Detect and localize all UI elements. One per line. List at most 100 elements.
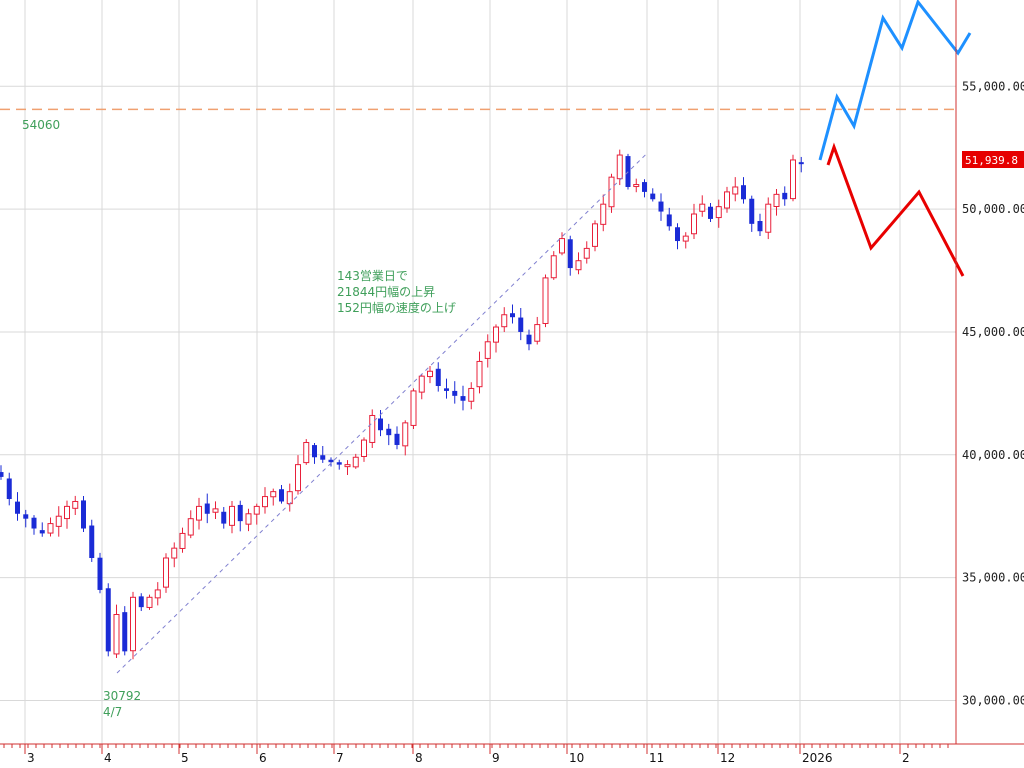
candle-body-up xyxy=(790,159,796,200)
low-value-label: 30792 xyxy=(103,689,141,703)
candle-body-up xyxy=(616,154,623,180)
candle-body-up xyxy=(427,370,433,378)
candle-body-down xyxy=(510,313,515,318)
candle-body-down xyxy=(138,596,144,608)
candle-body-up xyxy=(699,203,706,212)
candle-body-up xyxy=(352,456,359,468)
candle-body-down xyxy=(460,396,466,401)
candle-body-up xyxy=(484,341,491,359)
candle-body-down xyxy=(81,500,86,529)
overlays xyxy=(0,0,972,674)
candle-body-down xyxy=(749,198,755,224)
candle-body-down xyxy=(650,193,656,200)
candle-body-up xyxy=(773,193,780,207)
candle-body-down xyxy=(221,511,227,524)
x-tick-label: 10 xyxy=(569,751,584,765)
x-tick-label: 2 xyxy=(902,751,910,765)
candle-body-up xyxy=(187,518,194,536)
candle-body-down xyxy=(97,557,103,590)
candle-body-down xyxy=(237,504,243,522)
candle-body-up xyxy=(550,255,557,279)
candle-body-down xyxy=(757,221,763,232)
x-tick-label: 3 xyxy=(27,751,35,765)
candle-body-up xyxy=(229,505,235,526)
candle-body-up xyxy=(295,464,301,492)
candle-body-up xyxy=(253,505,260,515)
candle-body-up xyxy=(468,387,475,402)
candle-body-down xyxy=(15,501,20,514)
candle-body-up xyxy=(262,496,268,508)
candle-body-down xyxy=(666,214,672,227)
candle-body-up xyxy=(600,203,607,225)
candle-body-down xyxy=(23,514,29,519)
x-tick-label: 11 xyxy=(649,751,664,765)
x-tick-label: 6 xyxy=(259,751,267,765)
candle-body-up xyxy=(47,523,54,534)
candle-body-up xyxy=(286,491,293,505)
y-tick-label: 50,000.00 xyxy=(962,202,1024,216)
candle-body-up xyxy=(732,186,739,195)
candle-body-up xyxy=(72,500,79,509)
candle-body-up xyxy=(179,532,186,549)
candle-body-up xyxy=(410,390,417,426)
y-tick-label: 55,000.00 xyxy=(962,79,1024,93)
candle-body-down xyxy=(312,445,317,458)
trend-line xyxy=(116,153,647,674)
candle-body-up xyxy=(476,360,483,388)
candle-body-down xyxy=(320,455,326,460)
candle-body-up xyxy=(163,557,169,588)
candle-body-up xyxy=(575,260,582,271)
candle-body-up xyxy=(270,491,277,498)
candle-body-down xyxy=(567,239,573,269)
candle-body-down xyxy=(328,459,334,463)
x-tick-label: 8 xyxy=(415,751,423,765)
candle-body-down xyxy=(452,390,458,396)
candle-body-up xyxy=(402,422,409,447)
bear-scenario-line xyxy=(826,142,965,277)
y-tick-label: 30,000.00 xyxy=(962,694,1024,708)
candle-body-up xyxy=(583,247,590,259)
candle-body-down xyxy=(518,317,524,332)
note-line-2: 21844円幅の上昇 xyxy=(337,284,435,299)
grid xyxy=(0,0,956,744)
note-line-3: 152円幅の速度の上げ xyxy=(337,300,456,315)
candle-body-down xyxy=(6,478,12,500)
candle-body-down xyxy=(279,489,284,502)
candle-body-up xyxy=(344,464,351,468)
candle-body-up xyxy=(682,235,689,242)
candle-body-up xyxy=(146,596,153,608)
candle-body-down xyxy=(378,418,383,431)
candle-body-up xyxy=(715,206,722,219)
candle-body-up xyxy=(534,324,541,342)
candle-body-up xyxy=(633,184,640,188)
candle-body-up xyxy=(303,442,310,464)
candle-body-up xyxy=(542,277,549,324)
candle-body-down xyxy=(386,428,392,436)
x-axis-labels: 3 4 5 6 7 8 9 10 11 12 2026 2 xyxy=(27,751,910,765)
reference-value-label: 54060 xyxy=(22,118,60,132)
candle-body-down xyxy=(526,334,532,345)
candle-body-up xyxy=(361,439,367,457)
candle-body-down xyxy=(435,368,441,387)
current-price-tag: 51,939.8 xyxy=(962,151,1024,168)
x-tick-label: 4 xyxy=(104,751,112,765)
candle-body-down xyxy=(105,588,111,652)
candle-body-up xyxy=(245,513,252,525)
candle-body-down xyxy=(204,503,210,514)
x-tick-label: 5 xyxy=(181,751,189,765)
x-tick-label: 9 xyxy=(492,751,500,765)
candle-body-up xyxy=(724,191,730,209)
candle-body-down xyxy=(39,530,45,534)
candle-body-up xyxy=(130,596,136,652)
y-tick-label: 35,000.00 xyxy=(962,571,1024,585)
current-price-label: 51,939.8 xyxy=(965,154,1018,167)
candle-body-up xyxy=(369,414,376,443)
candle-body-up xyxy=(493,326,499,343)
candle-body-up xyxy=(212,508,219,513)
candle-body-down xyxy=(675,227,680,242)
x-tick-label: 7 xyxy=(336,751,344,765)
candle-body-down xyxy=(642,182,647,192)
low-date-label: 4/7 xyxy=(103,705,122,719)
candlestick-series xyxy=(0,149,804,660)
